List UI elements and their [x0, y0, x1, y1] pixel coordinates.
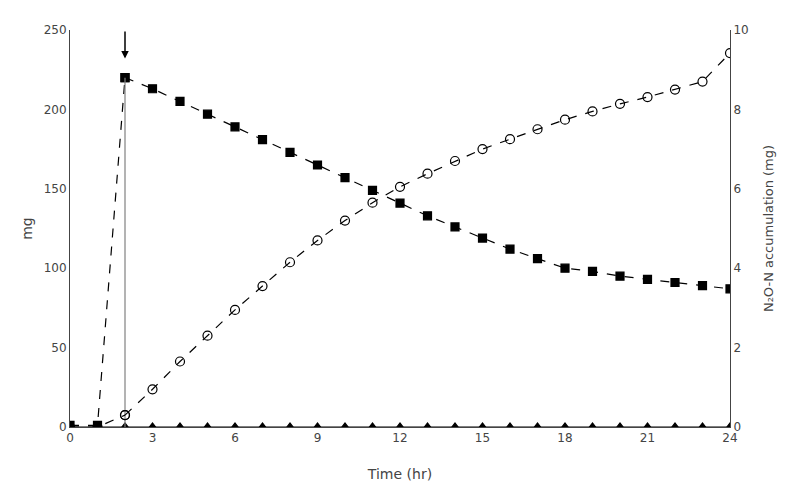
svg-text:21: 21: [640, 431, 655, 445]
svg-text:10: 10: [733, 23, 748, 37]
svg-text:2: 2: [733, 341, 741, 355]
svg-text:12: 12: [392, 431, 407, 445]
svg-text:24: 24: [722, 431, 737, 445]
svg-text:6: 6: [231, 431, 239, 445]
svg-text:100: 100: [44, 261, 67, 275]
svg-text:15: 15: [475, 431, 490, 445]
svg-text:Time (hr): Time (hr): [367, 466, 432, 482]
svg-text:150: 150: [44, 182, 67, 196]
svg-text:250: 250: [44, 23, 67, 37]
svg-text:8: 8: [733, 103, 741, 117]
svg-text:0: 0: [733, 420, 741, 434]
svg-text:3: 3: [149, 431, 157, 445]
svg-text:0: 0: [66, 431, 74, 445]
svg-text:200: 200: [44, 103, 67, 117]
svg-text:9: 9: [314, 431, 322, 445]
svg-text:50: 50: [51, 341, 66, 355]
svg-text:N₂O-N accumulation (mg): N₂O-N accumulation (mg): [761, 145, 776, 312]
svg-text:18: 18: [557, 431, 572, 445]
svg-text:0: 0: [59, 420, 67, 434]
svg-text:6: 6: [733, 182, 741, 196]
svg-text:mg: mg: [19, 217, 35, 240]
svg-text:4: 4: [733, 261, 741, 275]
